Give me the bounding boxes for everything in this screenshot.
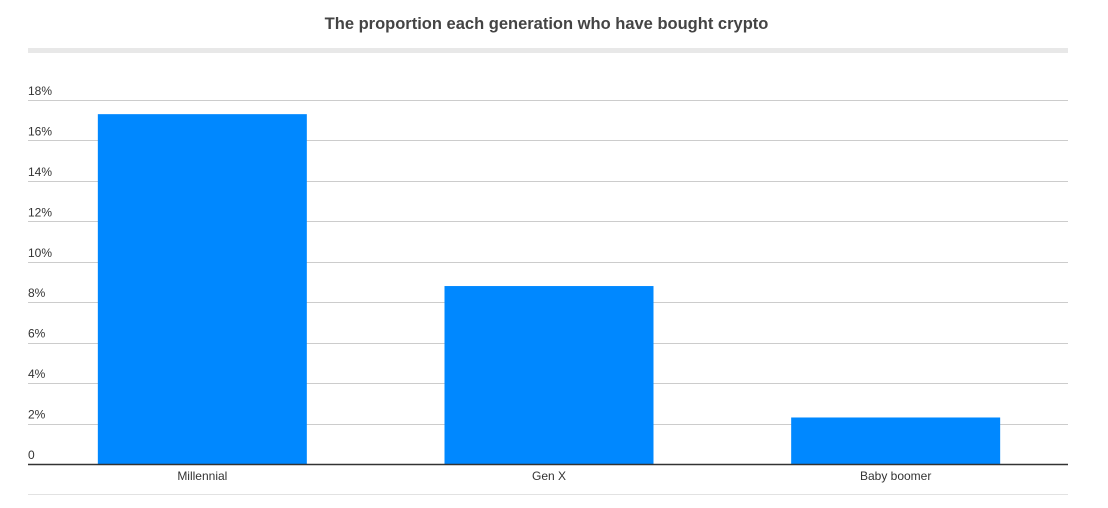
bar bbox=[444, 286, 654, 464]
y-tick-label: 4% bbox=[28, 367, 46, 381]
bottom-divider bbox=[28, 494, 1068, 495]
bar bbox=[97, 114, 307, 465]
y-tick-label: 8% bbox=[28, 286, 46, 300]
x-category-label: Baby boomer bbox=[860, 469, 931, 483]
y-tick-label: 6% bbox=[28, 327, 46, 341]
bars bbox=[97, 114, 1001, 465]
x-category-label: Millennial bbox=[177, 469, 227, 483]
y-tick-label: 18% bbox=[28, 84, 52, 98]
x-category-labels: Millennial Gen X Baby boomer bbox=[177, 469, 931, 483]
y-tick-label: 14% bbox=[28, 165, 52, 179]
title-divider bbox=[28, 48, 1068, 53]
y-tick-label: 2% bbox=[28, 408, 46, 422]
y-tick-label: 12% bbox=[28, 205, 52, 219]
bar bbox=[791, 417, 1001, 464]
y-tick-label: 0 bbox=[28, 448, 35, 462]
y-tick-labels: 0 2% 4% 6% 8% 10% 12% 14% 16% 18% bbox=[28, 84, 52, 462]
y-tick-label: 10% bbox=[28, 246, 52, 260]
chart-title: The proportion each generation who have … bbox=[324, 15, 769, 33]
y-tick-label: 16% bbox=[28, 124, 52, 138]
x-category-label: Gen X bbox=[532, 469, 566, 483]
